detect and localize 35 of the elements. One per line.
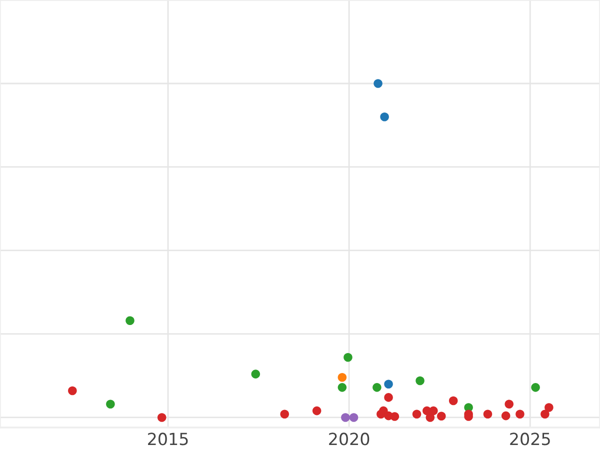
point (312, 406, 322, 416)
point (349, 413, 358, 422)
point (540, 410, 550, 419)
point (280, 410, 290, 419)
point (483, 410, 492, 419)
point (544, 403, 554, 412)
point (390, 412, 400, 421)
point (501, 411, 510, 420)
point (426, 413, 435, 422)
point (429, 406, 438, 416)
point (448, 396, 458, 406)
point (384, 393, 393, 402)
point (338, 373, 347, 382)
point (68, 386, 77, 396)
point (416, 376, 424, 386)
point (380, 112, 389, 122)
x-tick-label: 2015 (148, 432, 188, 446)
point (106, 400, 115, 409)
point (516, 410, 524, 419)
point (504, 400, 514, 409)
point (157, 413, 166, 422)
point (374, 79, 382, 88)
x-tick-label: 2020 (329, 432, 370, 446)
x-tick-label: 2025 (510, 432, 550, 446)
point (341, 413, 350, 422)
point (126, 316, 134, 326)
point (344, 352, 352, 362)
point (437, 412, 446, 421)
point (412, 410, 422, 419)
point (376, 410, 386, 419)
point (338, 383, 347, 392)
point (372, 383, 382, 392)
point (531, 383, 540, 392)
point (251, 370, 260, 378)
point (384, 380, 393, 388)
